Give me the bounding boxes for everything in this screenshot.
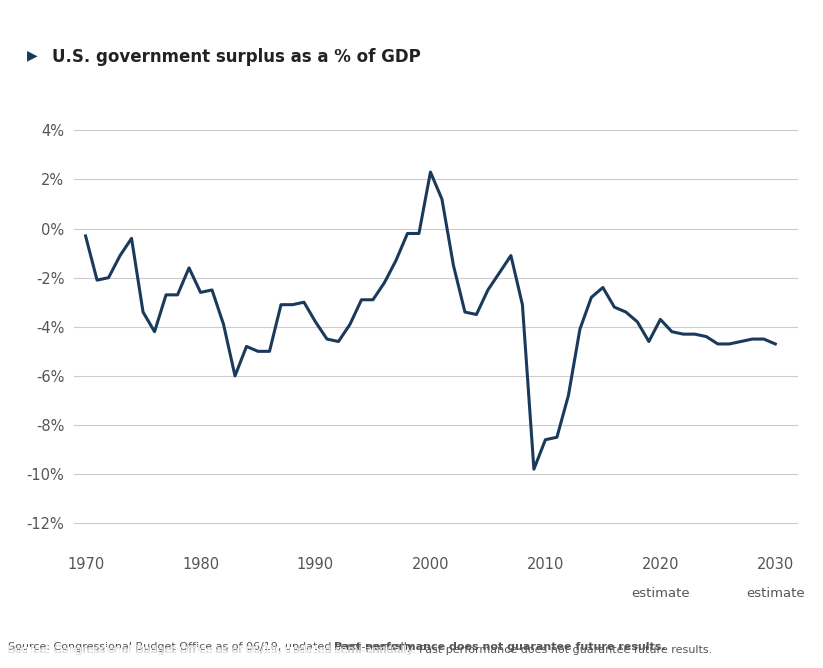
Text: U.S. government surplus as a % of GDP: U.S. government surplus as a % of GDP [53,48,421,66]
Text: Source: Congressional Budget Office as of 06/19, updated semi-annually. Past per: Source: Congressional Budget Office as o… [8,645,713,655]
Text: Source: Congressional Budget Office as of 06/19, updated semi-annually.: Source: Congressional Budget Office as o… [8,642,419,652]
Text: estimate: estimate [746,587,805,600]
Text: Source: Congressional Budget Office as of 06/19, updated semi-annually.: Source: Congressional Budget Office as o… [8,645,419,655]
Text: Past performance does not guarantee future results.: Past performance does not guarantee futu… [334,642,666,652]
Text: ▶: ▶ [27,48,38,62]
Text: estimate: estimate [631,587,690,600]
